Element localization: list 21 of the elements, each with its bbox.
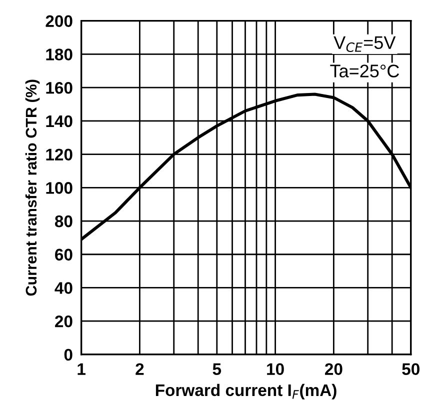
x-tick-label: 20	[325, 363, 342, 376]
x-tick-label: 5	[212, 363, 222, 376]
y-tick-label: 180	[46, 48, 72, 60]
x-tick-label: 10	[267, 363, 284, 376]
y-tick-label: 160	[46, 82, 72, 94]
y-tick-label: 100	[46, 182, 72, 194]
y-tick-label: 20	[55, 315, 72, 328]
x-tick-label: 1	[78, 363, 86, 375]
x-tick-label: 2	[136, 363, 144, 375]
y-tick-label: 140	[46, 115, 72, 128]
annotation: Ta=25°C	[330, 64, 400, 78]
y-tick-label: 200	[46, 15, 72, 28]
y-tick-label: 120	[46, 148, 72, 160]
y-axis-title: Current transfer ratio CTR (%)	[25, 80, 40, 296]
x-axis-title: Forward current I$_{F}$(mA)	[156, 384, 336, 400]
y-tick-label: 0	[64, 348, 72, 361]
x-tick-label: 50	[402, 363, 420, 376]
y-tick-label: 40	[54, 282, 72, 294]
annotation: V$_{CE}$=5V	[334, 36, 396, 52]
y-tick-label: 60	[55, 248, 72, 261]
y-tick-label: 80	[54, 215, 72, 228]
